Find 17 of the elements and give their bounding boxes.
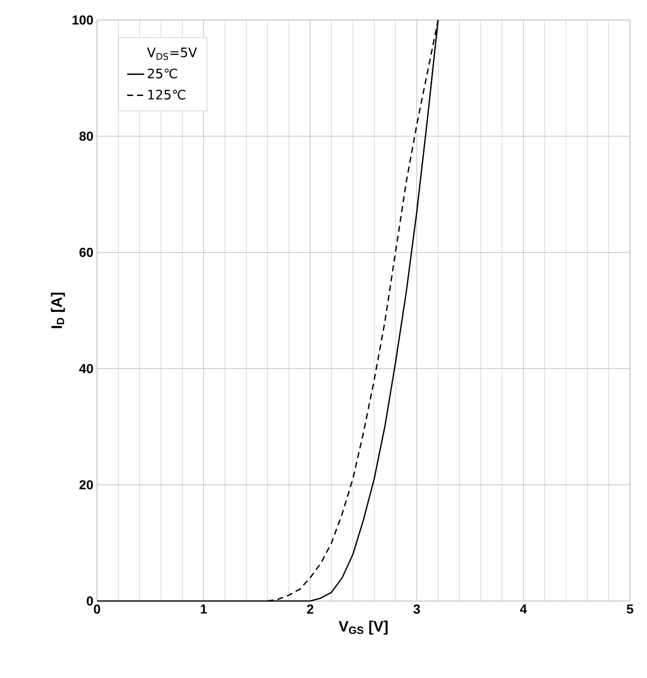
x-tick-label: 0 [94,604,100,614]
legend-label: 25℃ [148,68,178,78]
y-tick-label: 20 [79,480,93,490]
x-tick-label: 4 [520,604,527,614]
x-tick-label: 1 [200,604,207,614]
x-tick-label: 5 [626,604,634,614]
legend-label: 125℃ [148,90,186,100]
x-tick-label: 2 [307,604,314,614]
y-tick-label: 80 [79,132,93,141]
x-tick-label: 3 [413,604,420,614]
y-tick-label: 40 [79,364,93,374]
y-tick-label: 60 [79,248,93,257]
y-tick-label: 0 [86,596,93,606]
y-axis-title: I$_{D}$ [A] [50,292,65,328]
y-tick-label: 100 [72,15,93,25]
x-axis-title: V$_{GS}$ [V] [338,620,388,635]
legend-title: V$_{DS}$=5V [146,48,198,60]
